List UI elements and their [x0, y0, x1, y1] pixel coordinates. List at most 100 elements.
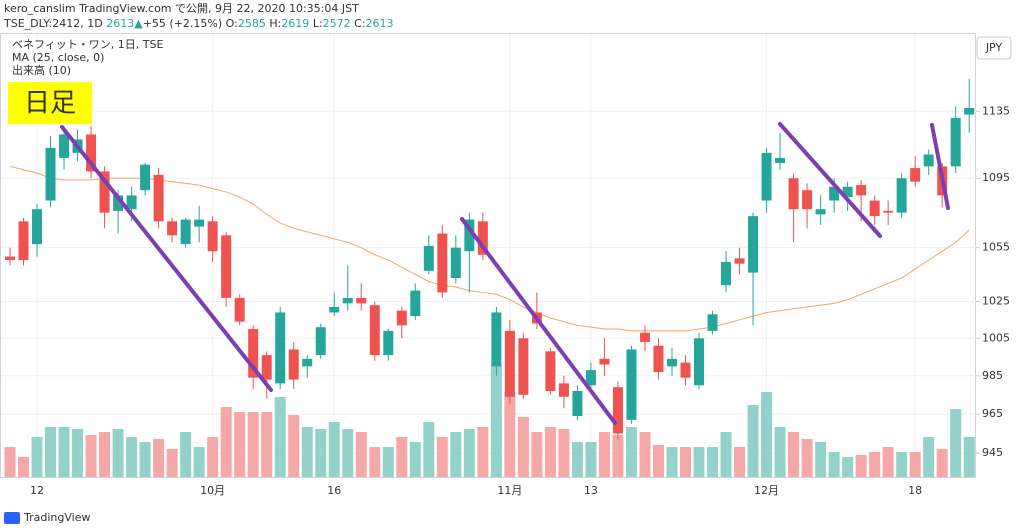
volume-bar — [85, 435, 97, 477]
candle-body — [32, 209, 43, 245]
candle-body — [748, 216, 759, 273]
candle-body — [45, 147, 56, 201]
volume-bar — [328, 422, 340, 477]
volume-bar — [625, 427, 637, 477]
candle-body — [342, 297, 353, 304]
volume-bar — [477, 427, 489, 477]
volume-bar — [247, 412, 259, 477]
volume-bar — [301, 427, 313, 477]
volume-bar — [220, 407, 232, 477]
volume-bar — [409, 442, 421, 477]
c: 2613 — [366, 17, 394, 30]
x-tick-label: 12 — [30, 484, 44, 497]
volume-bar — [923, 437, 935, 477]
volume-bar — [747, 405, 759, 477]
candle-body — [842, 186, 853, 198]
volume-bar — [423, 422, 435, 477]
candle-body — [464, 219, 475, 252]
volume-bar — [680, 447, 691, 477]
candle-body — [113, 195, 124, 211]
candle-body — [612, 387, 623, 434]
candle-body — [180, 219, 191, 245]
candle-body — [829, 186, 840, 201]
candle-body — [964, 108, 975, 115]
trend-line — [60, 125, 273, 392]
currency-box[interactable] — [976, 36, 1012, 60]
o-label: O: — [226, 17, 238, 30]
candle-body — [437, 233, 448, 293]
candle-body — [383, 330, 394, 356]
h-label: H: — [269, 17, 281, 30]
volume-bar — [869, 452, 881, 477]
volume-bar — [720, 432, 732, 477]
candle-body — [221, 235, 232, 298]
volume-bar — [355, 432, 367, 477]
volume-bar — [693, 447, 705, 477]
candle-body — [869, 200, 880, 217]
candle-body — [369, 305, 380, 356]
volume-bar — [234, 412, 246, 477]
volume-bar — [396, 437, 408, 477]
volume-bar — [180, 432, 192, 477]
candle-body — [18, 221, 29, 261]
candle-body — [950, 117, 961, 167]
l-label: L: — [313, 17, 323, 30]
x-tick-label: 10月 — [200, 484, 225, 497]
candle-body — [248, 329, 259, 378]
volume-bar — [450, 432, 462, 477]
candle-body — [410, 290, 421, 317]
volume-bar — [126, 437, 138, 477]
candle-body — [396, 310, 407, 326]
volume-bar — [666, 447, 678, 477]
volume-bar — [166, 449, 178, 477]
candle-body — [788, 178, 799, 210]
candle-body — [626, 349, 637, 420]
candle-body — [126, 195, 137, 210]
legend-ma: MA (25, close, 0) — [12, 51, 104, 64]
candle-body — [261, 355, 272, 380]
h: 2619 — [281, 17, 309, 30]
volume-bar — [139, 442, 151, 477]
volume-bar — [963, 437, 975, 477]
y-tick-label: 1135 — [982, 104, 1010, 117]
candle-body — [734, 258, 745, 264]
trend-line — [778, 122, 882, 238]
volume-bar — [909, 452, 921, 477]
volume-bar — [815, 442, 827, 477]
brand-logo — [4, 512, 20, 524]
y-tick-label: 1025 — [982, 295, 1010, 308]
trend-line — [930, 123, 950, 210]
candle-body — [721, 261, 732, 286]
volume-bar — [788, 432, 800, 477]
volume-bar — [639, 432, 651, 477]
volume-bar — [828, 452, 840, 477]
x-tick-label: 11月 — [497, 484, 522, 497]
volume-bar — [855, 455, 867, 477]
badge-bg — [8, 82, 92, 124]
candle-body — [815, 209, 826, 215]
candle-body — [450, 247, 461, 278]
header-line1: kero_canslim TradingView.com で公開, 9月 22,… — [4, 2, 359, 15]
candle-body — [234, 297, 245, 322]
badge: 日足 — [24, 89, 76, 119]
volume-bar — [463, 429, 475, 477]
volume-bar — [274, 397, 286, 477]
candle-body — [5, 256, 15, 261]
volume-bar — [31, 437, 43, 477]
y-tick-label: 1055 — [982, 241, 1010, 254]
volume-bar — [99, 432, 111, 477]
candle-body — [153, 174, 164, 222]
candle-body — [572, 391, 583, 417]
volume-bar — [315, 429, 327, 477]
y-tick-label: 1005 — [982, 331, 1010, 344]
x-tick-label: 12月 — [754, 484, 779, 497]
symbol: TSE_DLY:2412, 1D — [3, 17, 103, 30]
volume-bar — [598, 432, 610, 477]
volume-bar — [896, 452, 908, 477]
candle-body — [491, 312, 502, 367]
volume-bar — [58, 427, 70, 477]
candle-body — [883, 210, 894, 213]
volume-bar — [558, 429, 570, 477]
legend-volume: 出来高 (10) — [12, 63, 71, 77]
candle-body — [477, 221, 488, 255]
